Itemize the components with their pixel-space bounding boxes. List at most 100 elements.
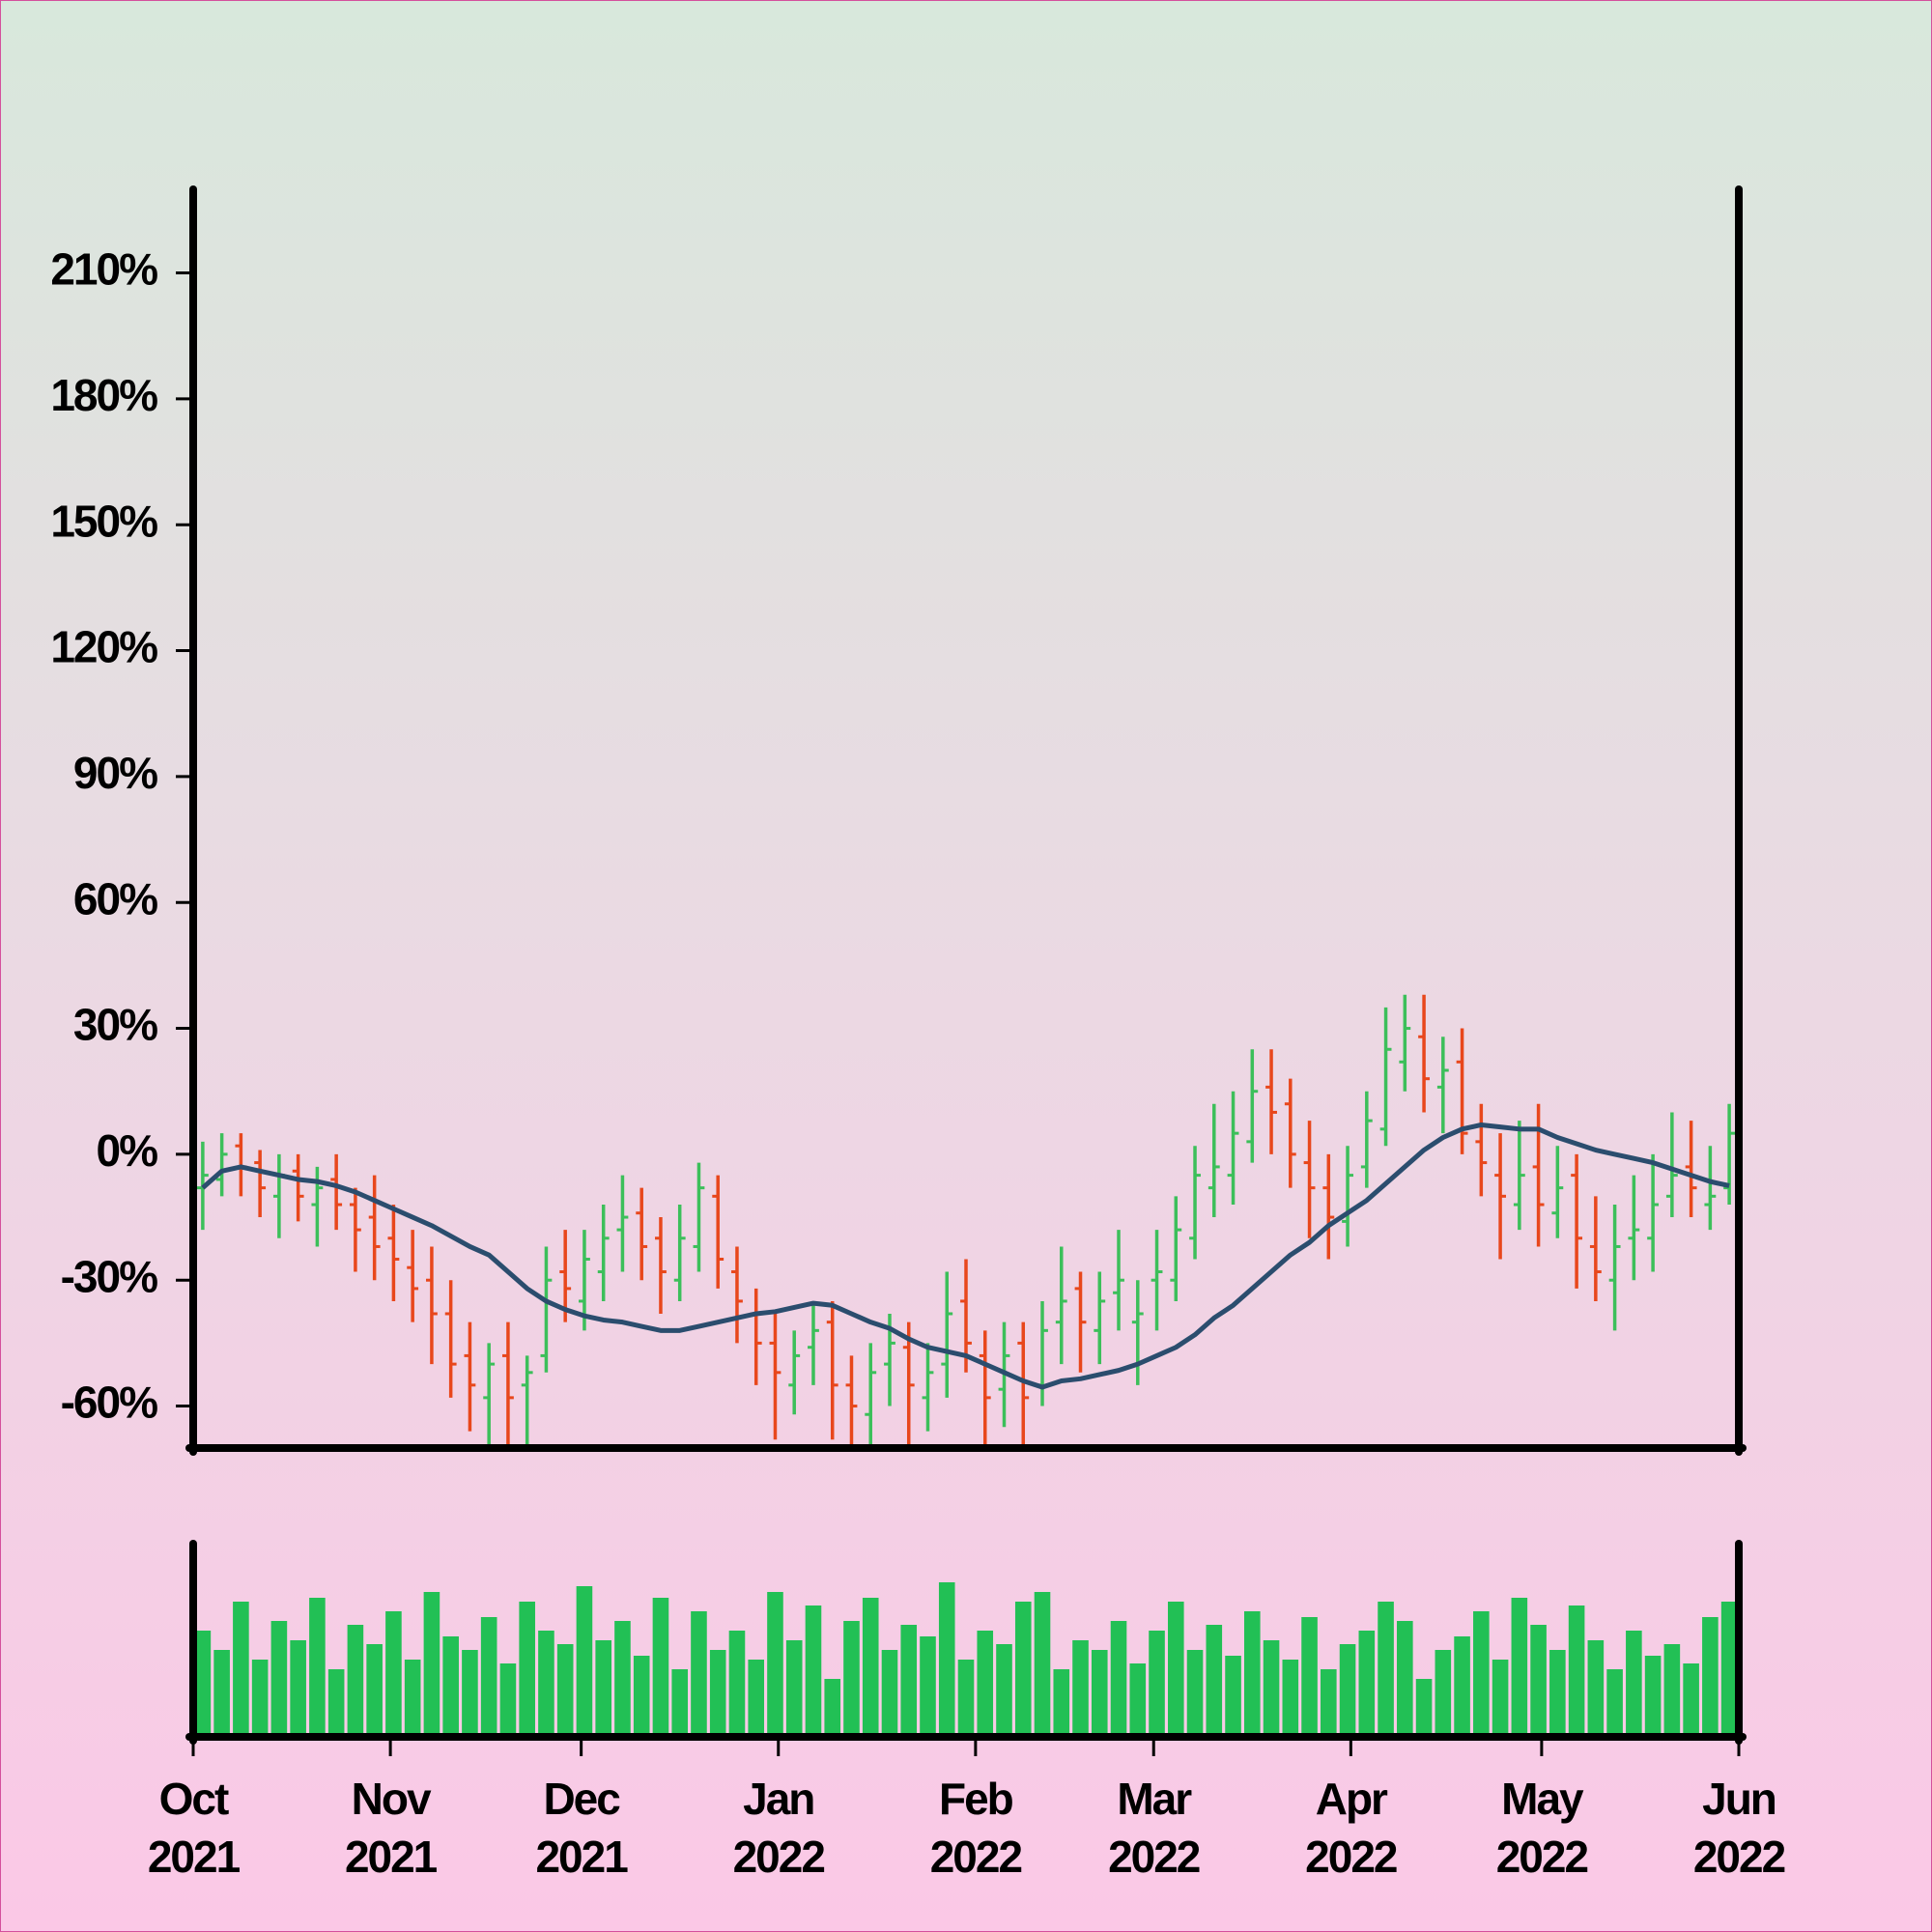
- x-tick-label-line: May: [1501, 1774, 1584, 1824]
- volume-bar: [538, 1631, 554, 1737]
- volume-bar: [1167, 1602, 1184, 1737]
- volume-bar: [1626, 1631, 1642, 1737]
- volume-bar: [1129, 1663, 1147, 1737]
- volume-bar: [1511, 1598, 1528, 1737]
- volume-bar: [1378, 1602, 1394, 1737]
- volume-bar: [824, 1679, 841, 1737]
- volume-bar: [1454, 1636, 1470, 1737]
- volume-bar: [1339, 1644, 1356, 1737]
- volume-bar: [1034, 1592, 1051, 1737]
- volume-bar: [1683, 1663, 1699, 1737]
- volume-bar: [1358, 1631, 1376, 1737]
- x-tick-label-line: 2021: [148, 1832, 241, 1882]
- volume-bar: [1720, 1602, 1738, 1737]
- volume-bar: [1149, 1631, 1165, 1737]
- volume-bar: [920, 1636, 936, 1737]
- volume-bar: [785, 1640, 803, 1737]
- x-tick-label: May 2022: [1496, 1774, 1588, 1882]
- volume-bar: [576, 1586, 593, 1737]
- x-tick-label-line: Nov: [352, 1774, 432, 1824]
- volume-bar: [347, 1625, 364, 1737]
- volume-bar: [233, 1602, 249, 1737]
- volume-bar: [1282, 1660, 1299, 1737]
- volume-bar: [1644, 1656, 1662, 1737]
- volume-bar: [691, 1611, 707, 1737]
- x-tick-label-line: 2022: [733, 1832, 825, 1882]
- volume-bar: [366, 1644, 383, 1737]
- y-tick-label: 0%: [97, 1125, 158, 1176]
- volume-bar: [309, 1598, 326, 1737]
- volume-bar: [194, 1631, 212, 1737]
- volume-bar: [1530, 1625, 1547, 1737]
- x-tick-label-line: 2021: [345, 1832, 438, 1882]
- volume-bar: [652, 1598, 669, 1737]
- volume-bar: [1568, 1605, 1585, 1737]
- volume-bar: [1244, 1611, 1261, 1737]
- x-tick-label-line: Dec: [543, 1774, 620, 1824]
- volume-bar: [290, 1640, 306, 1737]
- volume-bar: [1206, 1625, 1223, 1737]
- volume-bar: [862, 1598, 879, 1737]
- volume-bar: [709, 1650, 726, 1737]
- volume-bar: [385, 1611, 402, 1737]
- volume-bar: [499, 1663, 517, 1737]
- volume-plot: [194, 1582, 1738, 1737]
- volume-bar: [1301, 1617, 1318, 1737]
- volume-bar: [748, 1660, 765, 1737]
- x-tick-label-line: 2022: [1693, 1832, 1785, 1882]
- volume-bar: [728, 1631, 746, 1737]
- x-tick-label: Dec 2021: [535, 1774, 628, 1882]
- volume-bar: [671, 1669, 688, 1737]
- y-tick-label: 30%: [73, 1000, 157, 1050]
- y-tick-label: 90%: [73, 748, 157, 798]
- volume-bar: [633, 1656, 650, 1737]
- volume-bar: [843, 1621, 860, 1737]
- volume-bar: [977, 1631, 994, 1737]
- x-tick-label-line: Oct: [159, 1774, 229, 1824]
- volume-bar: [1321, 1669, 1337, 1737]
- y-tick-label: 180%: [50, 370, 157, 420]
- x-tick-label-line: 2022: [1305, 1832, 1397, 1882]
- volume-bar: [1606, 1669, 1623, 1737]
- volume-bar: [442, 1636, 459, 1737]
- x-tick-label: Oct 2021: [148, 1774, 241, 1882]
- volume-bar: [480, 1617, 497, 1737]
- volume-bar: [556, 1644, 574, 1737]
- x-tick-label: Jun 2022: [1693, 1774, 1785, 1882]
- x-tick-label: Apr 2022: [1305, 1774, 1397, 1882]
- x-tick-label-line: Apr: [1316, 1774, 1388, 1824]
- volume-bar: [1397, 1621, 1413, 1737]
- y-tick-label: 210%: [50, 244, 157, 295]
- volume-bar: [270, 1621, 288, 1737]
- y-tick-label: 60%: [73, 873, 157, 923]
- x-tick-label-line: 2021: [535, 1832, 628, 1882]
- volume-bar: [251, 1660, 269, 1737]
- x-tick-label-line: Jan: [743, 1774, 813, 1824]
- volume-bar: [938, 1582, 955, 1737]
- volume-bar: [213, 1650, 230, 1737]
- volume-bar: [1415, 1679, 1433, 1737]
- volume-bar: [1473, 1611, 1490, 1737]
- volume-bar: [1263, 1640, 1280, 1737]
- y-tick-label: -30%: [61, 1251, 157, 1301]
- x-tick-label: Jan 2022: [733, 1774, 825, 1882]
- volume-bar: [1091, 1650, 1108, 1737]
- x-tick-label-line: Mar: [1117, 1774, 1192, 1824]
- volume-bar: [767, 1592, 783, 1737]
- x-tick-label-line: 2022: [1496, 1832, 1588, 1882]
- volume-bar: [1072, 1640, 1089, 1737]
- y-tick-label: 120%: [50, 622, 157, 672]
- volume-bar: [423, 1592, 440, 1737]
- volume-bar: [595, 1640, 611, 1737]
- x-tick-label: Mar 2022: [1108, 1774, 1200, 1882]
- volume-bar: [1663, 1644, 1681, 1737]
- volume-bar: [881, 1650, 898, 1737]
- x-tick-label-line: Feb: [939, 1774, 1013, 1824]
- volume-bar: [462, 1650, 478, 1737]
- x-tick-label-line: 2022: [930, 1832, 1022, 1882]
- volume-bar: [900, 1625, 918, 1737]
- volume-bar: [1186, 1650, 1204, 1737]
- volume-bar: [1702, 1617, 1719, 1737]
- volume-bar: [614, 1621, 631, 1737]
- volume-bar: [996, 1644, 1012, 1737]
